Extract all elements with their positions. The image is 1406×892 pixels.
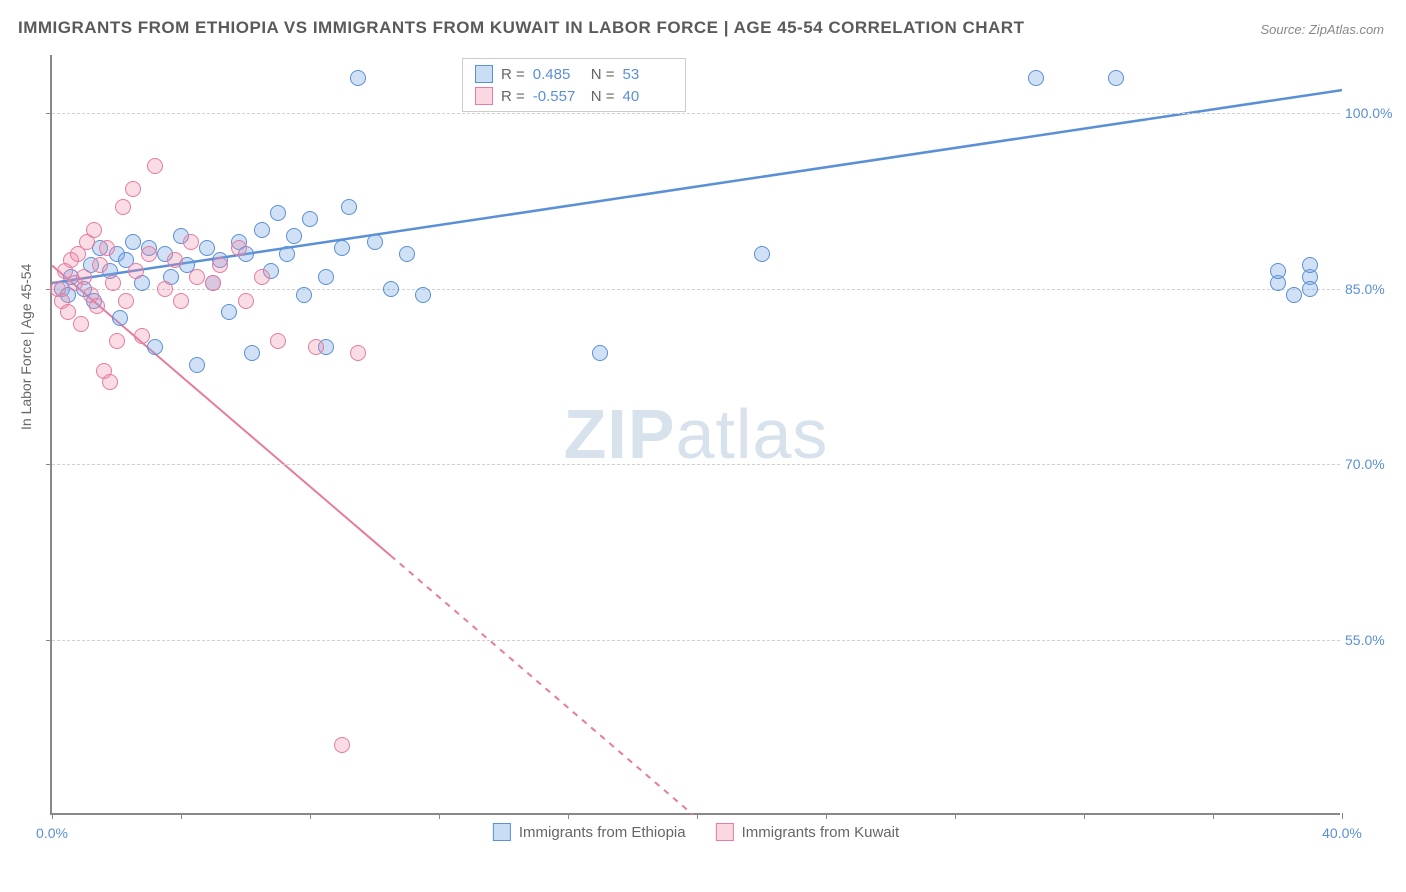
scatter-point: [112, 310, 128, 326]
tick-mark-x: [1213, 813, 1214, 819]
scatter-point: [1302, 281, 1318, 297]
scatter-point: [254, 269, 270, 285]
tick-mark-x: [310, 813, 311, 819]
tick-mark-x: [52, 813, 53, 819]
grid-line-h: [52, 113, 1340, 114]
scatter-point: [350, 345, 366, 361]
scatter-point: [173, 293, 189, 309]
scatter-point: [157, 281, 173, 297]
scatter-point: [1302, 257, 1318, 273]
scatter-point: [318, 269, 334, 285]
scatter-point: [125, 234, 141, 250]
scatter-point: [73, 316, 89, 332]
scatter-point: [189, 269, 205, 285]
scatter-point: [183, 234, 199, 250]
scatter-point: [1108, 70, 1124, 86]
tick-mark-y: [46, 113, 52, 114]
scatter-point: [270, 205, 286, 221]
scatter-point: [415, 287, 431, 303]
scatter-point: [105, 275, 121, 291]
plot-area: ZIPatlas R = 0.485 N = 53 R = -0.557 N =…: [50, 55, 1340, 815]
y-tick-label: 100.0%: [1345, 105, 1400, 121]
swatch-pink-icon: [716, 823, 734, 841]
scatter-point: [189, 357, 205, 373]
tick-mark-x: [568, 813, 569, 819]
tick-mark-x: [1084, 813, 1085, 819]
scatter-point: [86, 222, 102, 238]
scatter-point: [134, 328, 150, 344]
legend-item-ethiopia: Immigrants from Ethiopia: [493, 823, 686, 841]
scatter-point: [102, 374, 118, 390]
tick-mark-x: [697, 813, 698, 819]
scatter-point: [128, 263, 144, 279]
scatter-point: [244, 345, 260, 361]
scatter-point: [334, 240, 350, 256]
scatter-point: [118, 293, 134, 309]
trend-lines-layer: [52, 55, 1342, 815]
scatter-point: [592, 345, 608, 361]
tick-mark-x: [181, 813, 182, 819]
scatter-point: [89, 298, 105, 314]
scatter-point: [754, 246, 770, 262]
scatter-point: [279, 246, 295, 262]
scatter-point: [147, 158, 163, 174]
scatter-point: [1286, 287, 1302, 303]
x-tick-label: 0.0%: [36, 825, 68, 841]
scatter-point: [205, 275, 221, 291]
scatter-point: [125, 181, 141, 197]
scatter-point: [141, 246, 157, 262]
scatter-point: [383, 281, 399, 297]
trend-line: [391, 556, 762, 815]
x-tick-label: 40.0%: [1322, 825, 1362, 841]
scatter-point: [99, 240, 115, 256]
scatter-point: [60, 304, 76, 320]
grid-line-h: [52, 640, 1340, 641]
tick-mark-y: [46, 640, 52, 641]
y-tick-label: 70.0%: [1345, 456, 1400, 472]
scatter-point: [270, 333, 286, 349]
y-tick-label: 55.0%: [1345, 632, 1400, 648]
legend-label-kuwait: Immigrants from Kuwait: [742, 824, 900, 841]
scatter-point: [308, 339, 324, 355]
scatter-point: [367, 234, 383, 250]
grid-line-h: [52, 464, 1340, 465]
scatter-point: [199, 240, 215, 256]
tick-mark-x: [955, 813, 956, 819]
y-tick-label: 85.0%: [1345, 281, 1400, 297]
y-axis-label: In Labor Force | Age 45-54: [18, 264, 34, 430]
chart-title: IMMIGRANTS FROM ETHIOPIA VS IMMIGRANTS F…: [18, 18, 1024, 38]
scatter-point: [341, 199, 357, 215]
scatter-point: [92, 257, 108, 273]
scatter-point: [109, 333, 125, 349]
tick-mark-x: [439, 813, 440, 819]
scatter-point: [296, 287, 312, 303]
scatter-point: [1270, 263, 1286, 279]
scatter-point: [1028, 70, 1044, 86]
scatter-point: [399, 246, 415, 262]
grid-line-h: [52, 289, 1340, 290]
scatter-point: [221, 304, 237, 320]
scatter-point: [115, 199, 131, 215]
scatter-point: [238, 293, 254, 309]
scatter-point: [350, 70, 366, 86]
scatter-point: [167, 252, 183, 268]
scatter-point: [76, 269, 92, 285]
scatter-point: [231, 240, 247, 256]
scatter-point: [302, 211, 318, 227]
source-attribution: Source: ZipAtlas.com: [1260, 22, 1384, 37]
swatch-blue-icon: [493, 823, 511, 841]
tick-mark-x: [1342, 813, 1343, 819]
tick-mark-y: [46, 464, 52, 465]
scatter-point: [254, 222, 270, 238]
scatter-point: [286, 228, 302, 244]
tick-mark-x: [826, 813, 827, 819]
legend-item-kuwait: Immigrants from Kuwait: [716, 823, 900, 841]
bottom-legend: Immigrants from Ethiopia Immigrants from…: [493, 823, 899, 841]
scatter-point: [334, 737, 350, 753]
scatter-point: [147, 339, 163, 355]
scatter-point: [212, 257, 228, 273]
legend-label-ethiopia: Immigrants from Ethiopia: [519, 824, 686, 841]
